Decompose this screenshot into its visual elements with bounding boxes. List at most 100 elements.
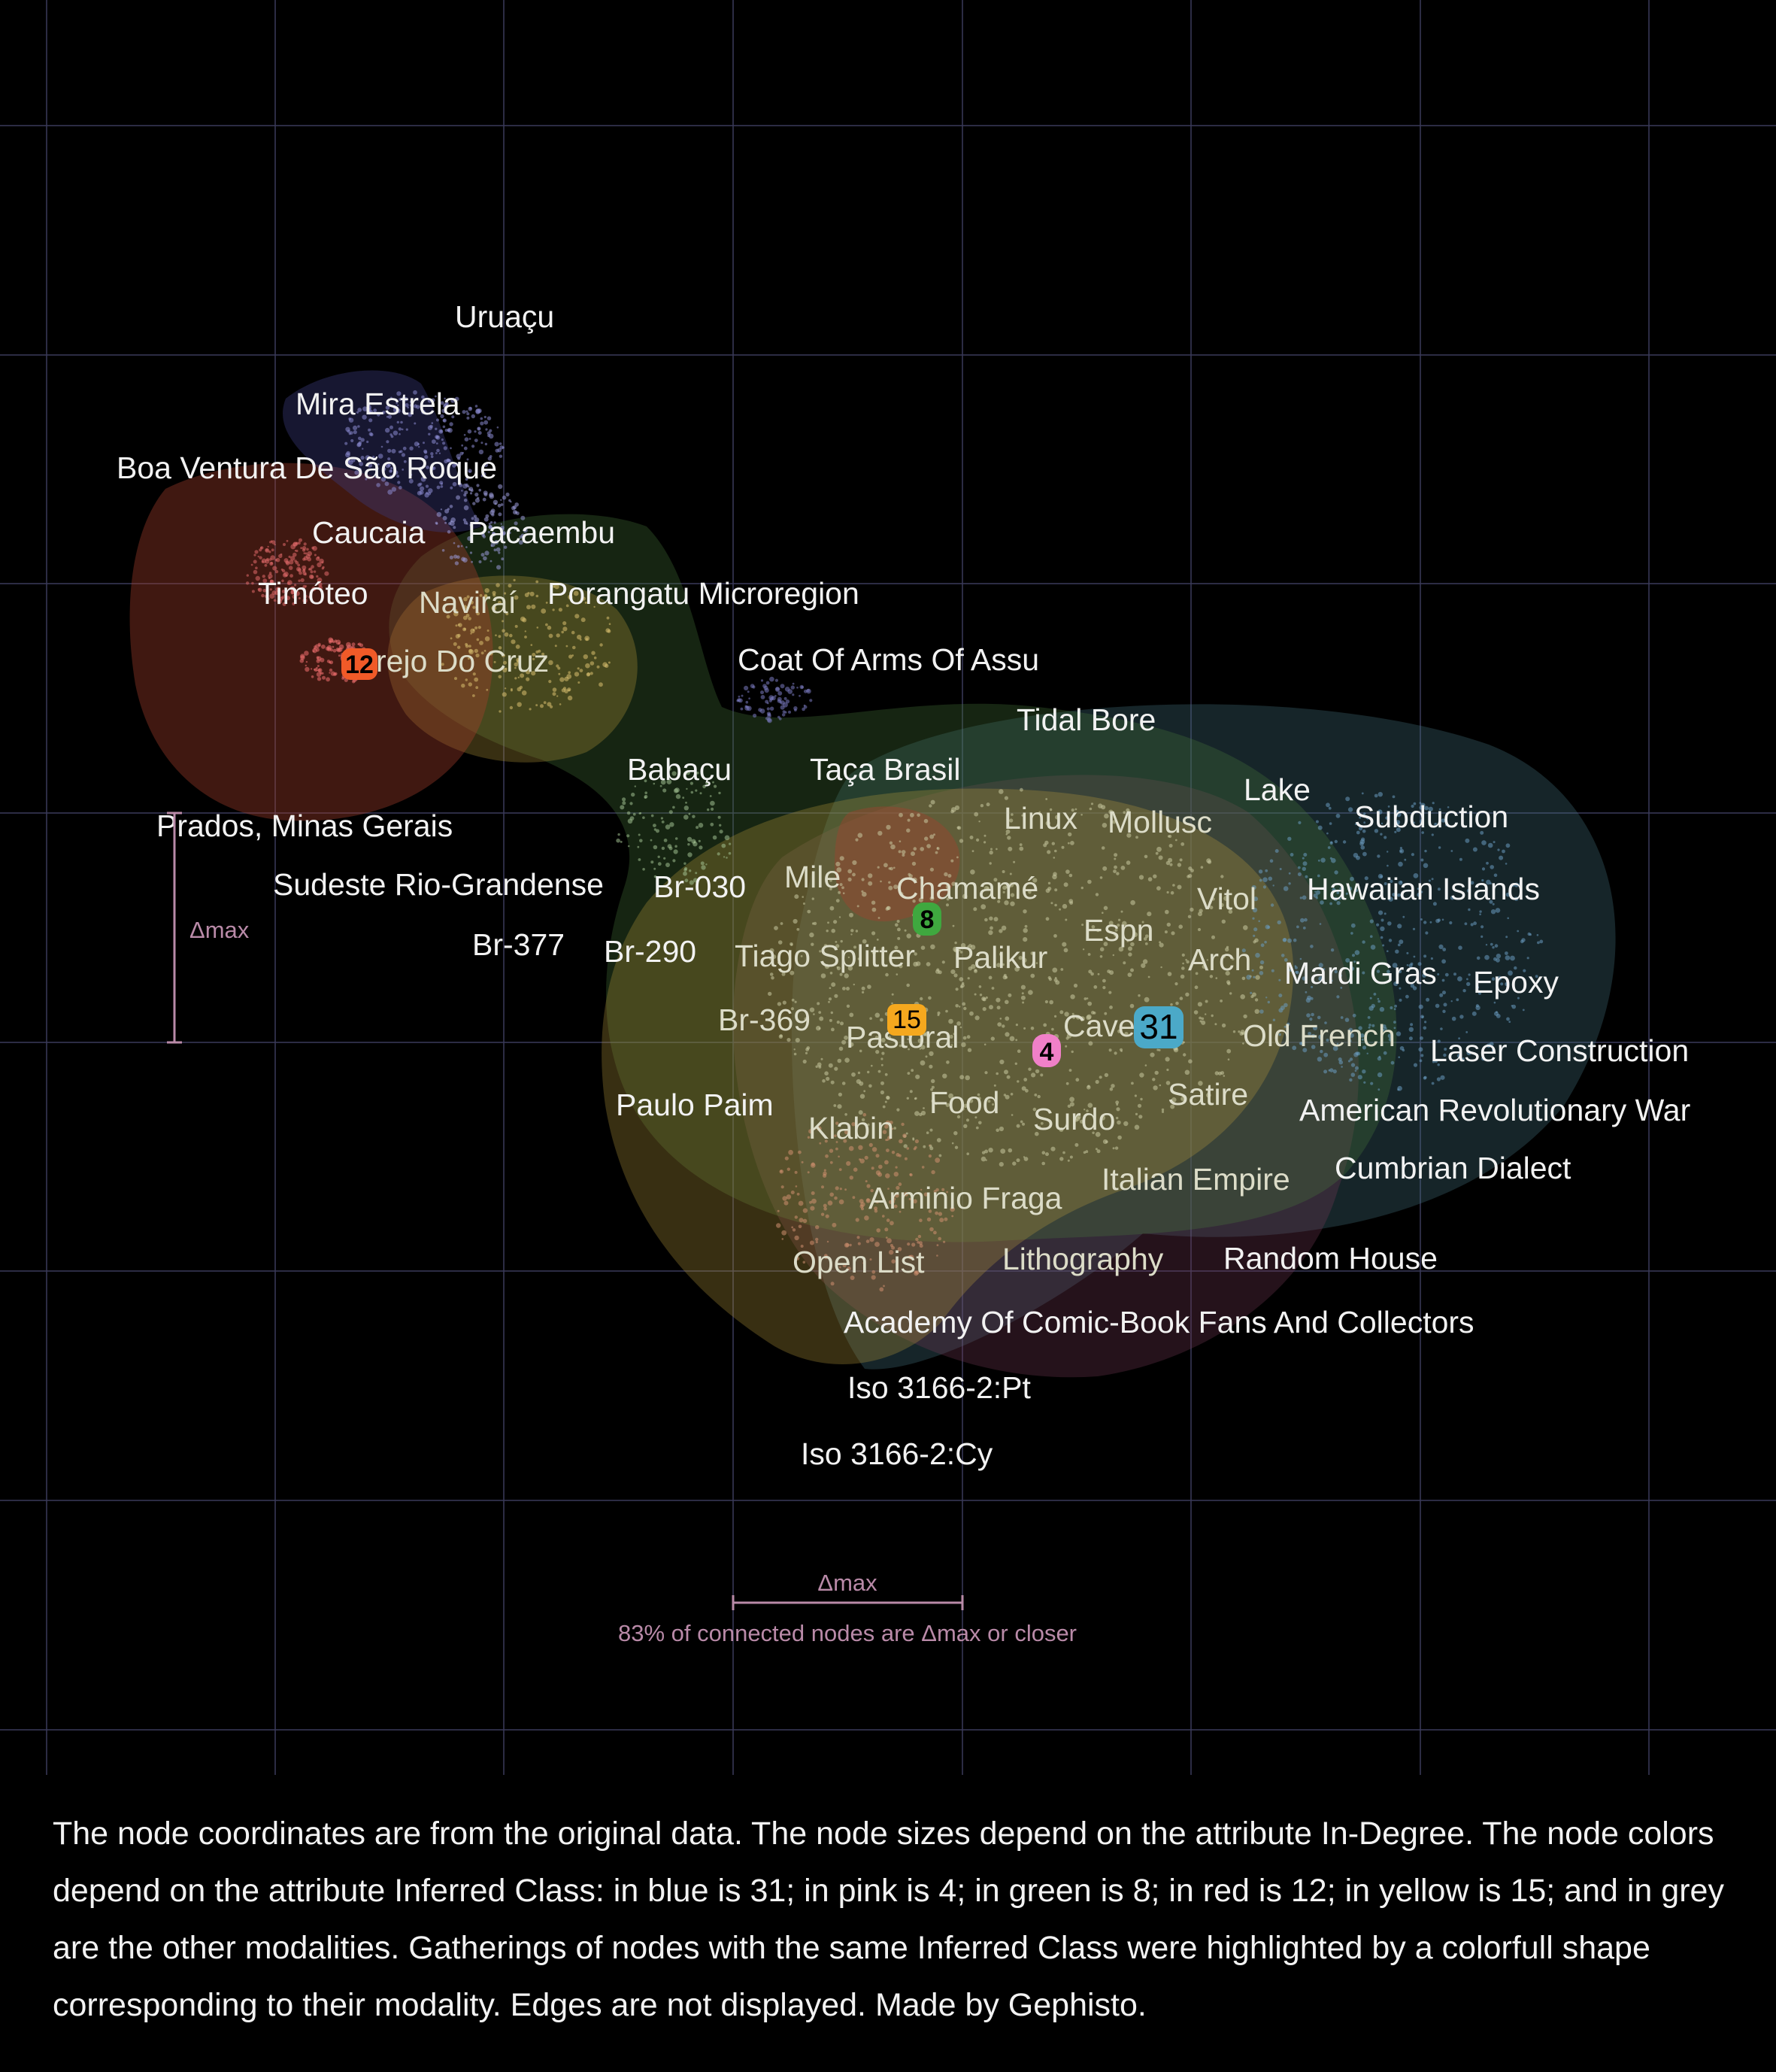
node-dot: [558, 672, 561, 675]
node-dot: [402, 469, 405, 471]
node-dot: [745, 700, 749, 704]
node-dot: [844, 1035, 848, 1040]
node-dot: [1352, 1013, 1356, 1018]
node-dot: [1169, 863, 1173, 866]
node-dot: [475, 686, 479, 690]
node-dot: [828, 1063, 833, 1068]
node-dot: [672, 805, 675, 809]
node-dot: [502, 620, 505, 623]
node-dot: [946, 1191, 948, 1194]
node-label: Satire: [1168, 1077, 1248, 1112]
node-dot: [489, 536, 493, 540]
node-dot: [562, 621, 567, 626]
node-dot: [1008, 846, 1013, 851]
node-dot: [1150, 1052, 1155, 1057]
node-dot: [329, 648, 334, 652]
node-dot: [357, 467, 362, 472]
node-dot: [435, 395, 437, 398]
node-dot: [1153, 1085, 1158, 1091]
node-dot: [838, 1155, 840, 1158]
node-dot: [1152, 1078, 1156, 1082]
node-dot: [1318, 963, 1323, 968]
node-dot: [855, 1218, 859, 1222]
node-dot: [1000, 1148, 1006, 1154]
node-dot: [914, 952, 917, 956]
node-dot: [493, 660, 496, 663]
node-dot: [1108, 809, 1114, 815]
node-dot: [984, 1149, 989, 1154]
node-dot: [458, 623, 462, 627]
node-dot: [357, 425, 360, 428]
node-dot: [255, 575, 260, 581]
node-dot: [1302, 895, 1307, 900]
class-badges: 12 8 15 4 31: [341, 648, 1183, 1067]
node-dot: [653, 824, 656, 827]
node-dot: [502, 668, 508, 673]
cluster-hull-15: [602, 788, 1293, 1364]
node-dot: [579, 639, 582, 641]
node-dot: [878, 1164, 883, 1169]
node-dot: [956, 1115, 961, 1119]
node-dot: [1420, 1054, 1424, 1057]
node-dot: [1032, 1107, 1037, 1112]
node-dot: [779, 701, 782, 704]
node-dot: [498, 635, 502, 639]
node-dot: [1356, 1051, 1361, 1056]
node-dot: [1387, 851, 1389, 853]
node-dot: [1087, 879, 1092, 884]
node-label: Old French: [1243, 1018, 1396, 1053]
node-dot: [791, 1226, 794, 1229]
node-dot: [1255, 975, 1260, 980]
node-dot: [886, 1096, 890, 1100]
node-dot: [1069, 1155, 1073, 1159]
node-dot: [626, 811, 631, 815]
node-dot: [466, 416, 470, 420]
node-dot: [480, 441, 483, 444]
node-dot: [741, 694, 744, 697]
node-dot: [977, 1093, 980, 1097]
class-badge-4: 4: [1032, 1034, 1061, 1067]
node-dot: [950, 1044, 953, 1046]
node-dot: [465, 410, 468, 413]
node-dot: [409, 446, 414, 451]
node-dot: [930, 1088, 933, 1091]
node-dot: [884, 1072, 888, 1076]
node-dot: [1188, 1059, 1193, 1063]
node-dot: [691, 839, 696, 844]
node-dot: [1366, 1052, 1368, 1055]
node-dot: [766, 702, 769, 705]
node-dot: [849, 1042, 854, 1047]
node-dot: [469, 407, 472, 410]
node-dot: [480, 421, 484, 426]
node-dot: [1508, 970, 1513, 976]
node-dot: [1514, 966, 1517, 970]
node-dot: [983, 834, 986, 837]
node-dot: [391, 448, 396, 454]
node-dot: [1040, 1121, 1044, 1125]
node-dot: [928, 1154, 932, 1158]
node-dot: [874, 1036, 879, 1040]
node-dot: [853, 945, 856, 949]
node-dot: [1330, 979, 1333, 982]
node-dot: [1054, 1015, 1057, 1018]
node-dot: [557, 666, 561, 670]
node-dot: [505, 612, 509, 616]
node-dot: [399, 432, 401, 435]
node-dot: [944, 1217, 948, 1221]
node-dot: [1406, 964, 1409, 966]
node-dot: [785, 699, 790, 704]
node-dot: [558, 608, 563, 612]
node-dot: [1060, 968, 1064, 971]
node-dot: [1140, 1097, 1143, 1101]
node-dot: [332, 645, 335, 648]
node-dot: [1130, 968, 1134, 972]
node-dot: [286, 539, 289, 542]
node-dot: [485, 514, 489, 518]
node-dot: [444, 397, 446, 400]
node-dot: [329, 668, 333, 672]
node-dot: [1088, 969, 1093, 974]
node-dot: [495, 634, 497, 636]
node-dot: [270, 579, 274, 584]
node-dot: [698, 839, 701, 842]
node-dot: [1143, 937, 1147, 941]
